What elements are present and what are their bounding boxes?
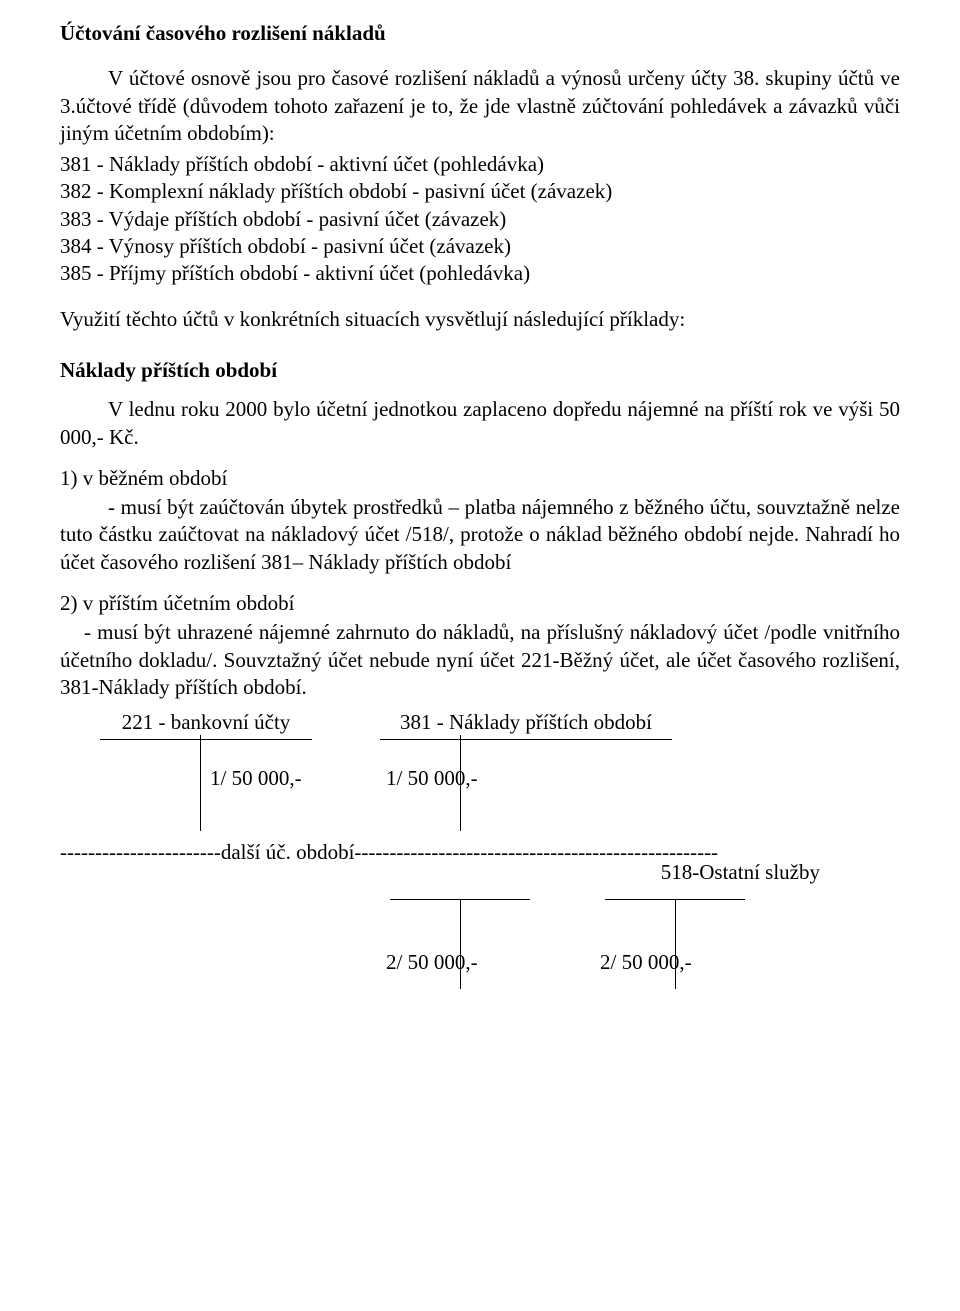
t-accounts-diagram: 221 - bankovní účty 381 - Náklady příští… [60,709,900,989]
t-account-entry: 2/ 50 000,- [386,949,478,976]
step2-body: - musí být uhrazené nájemné zahrnuto do … [60,619,900,701]
paragraph-intro: V účtové osnově jsou pro časové rozlišen… [60,65,900,147]
t-account-entry: 1/ 50 000,- [210,765,302,792]
acct-384: 384 - Výnosy příštích období - pasivní ú… [60,233,900,260]
t-account-stem [200,735,201,831]
page-title: Účtování časového rozlišení nákladů [60,20,900,47]
step1-head: 1) v běžném období [60,465,900,492]
section-intro: V lednu roku 2000 bylo účetní jednotkou … [60,396,900,451]
t-account-right-title: 381 - Náklady příštích období [380,709,672,739]
section-title: Náklady příštích období [60,357,900,384]
paragraph-usage: Využití těchto účtů v konkrétních situac… [60,306,900,333]
t-account-entry: 1/ 50 000,- [386,765,478,792]
acct-385: 385 - Příjmy příštích období - aktivní ú… [60,260,900,287]
t-account-left-title: 221 - bankovní účty [100,709,312,739]
step2-head: 2) v příštím účetním období [60,590,900,617]
acct-381: 381 - Náklady příštích období - aktivní … [60,151,900,178]
t-account-entry: 2/ 50 000,- [600,949,692,976]
document-page: Účtování časového rozlišení nákladů V úč… [0,0,960,1019]
acct-383: 383 - Výdaje příštích období - pasivní ú… [60,206,900,233]
step1-body: - musí být zaúčtován úbytek prostředků –… [60,494,900,576]
t-account-third-title: 518-Ostatní služby [620,859,820,886]
acct-382: 382 - Komplexní náklady příštích období … [60,178,900,205]
